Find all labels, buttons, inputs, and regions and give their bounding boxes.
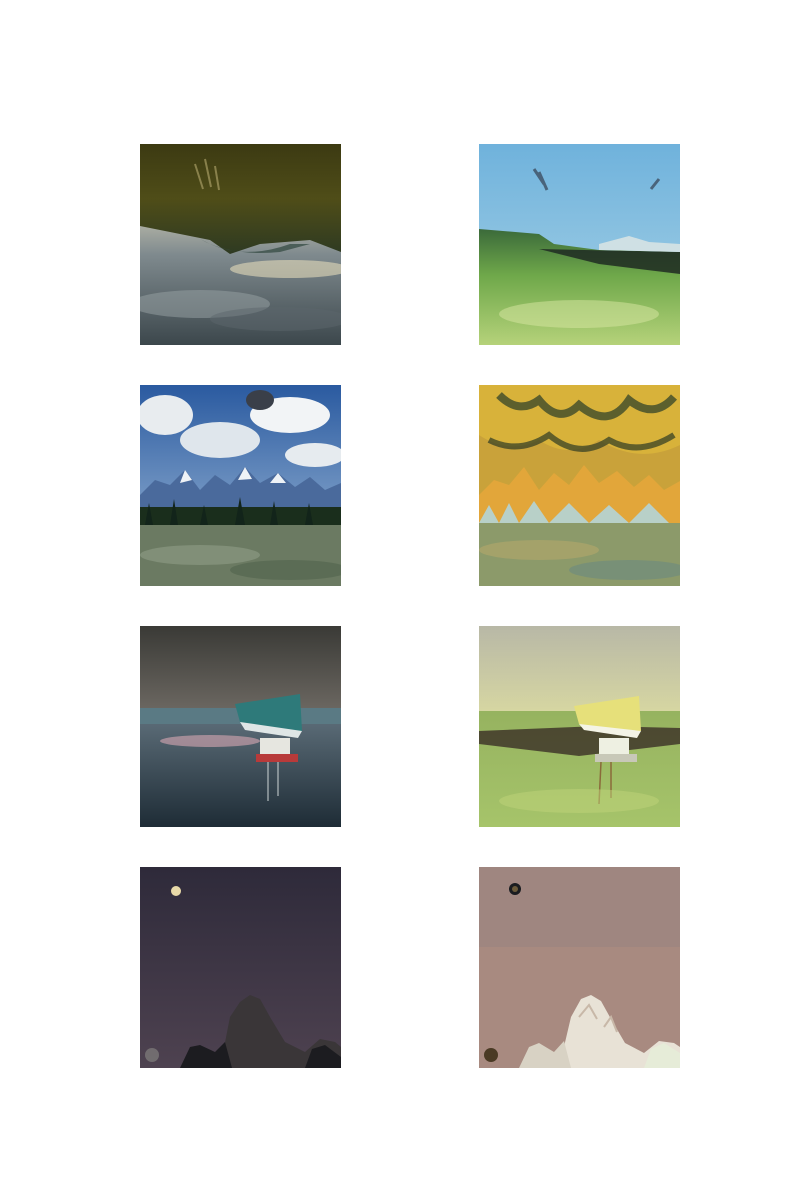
stylized-golden-mountains-photo bbox=[479, 385, 680, 586]
row1-input-image bbox=[140, 144, 341, 345]
row3-output-image bbox=[479, 626, 680, 827]
mountain-meadow-photo bbox=[140, 385, 341, 586]
row4-output-image bbox=[479, 867, 680, 1068]
overhang-sky-photo bbox=[140, 144, 341, 345]
boat-lake-photo bbox=[140, 626, 341, 827]
night-moon-rock-photo bbox=[140, 867, 341, 1068]
row2-input-image bbox=[140, 385, 341, 586]
row4-input-image bbox=[140, 867, 341, 1068]
stylized-yellow-boat-photo bbox=[479, 626, 680, 827]
stylized-grassland-photo bbox=[479, 144, 680, 345]
row1-output-image bbox=[479, 144, 680, 345]
stylized-pink-rock-photo bbox=[479, 867, 680, 1068]
row3-input-image bbox=[140, 626, 341, 827]
row2-output-image bbox=[479, 385, 680, 586]
